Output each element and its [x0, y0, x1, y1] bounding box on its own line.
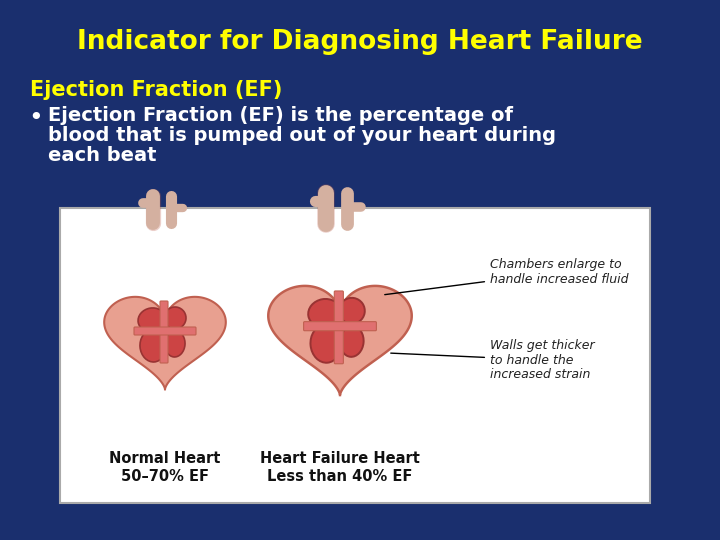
PathPatch shape — [269, 286, 412, 395]
Text: Heart Failure Heart: Heart Failure Heart — [260, 451, 420, 466]
Text: blood that is pumped out of your heart during: blood that is pumped out of your heart d… — [48, 126, 556, 145]
Ellipse shape — [308, 299, 341, 327]
FancyBboxPatch shape — [334, 291, 343, 364]
FancyBboxPatch shape — [134, 327, 196, 335]
PathPatch shape — [104, 297, 226, 389]
Ellipse shape — [310, 325, 341, 363]
FancyBboxPatch shape — [304, 322, 377, 330]
Ellipse shape — [339, 298, 365, 324]
Text: Walls get thicker
to handle the
increased strain: Walls get thicker to handle the increase… — [391, 339, 595, 381]
Text: Normal Heart: Normal Heart — [109, 451, 221, 466]
Text: Indicator for Diagnosing Heart Failure: Indicator for Diagnosing Heart Failure — [77, 29, 643, 55]
Text: each beat: each beat — [48, 146, 156, 165]
Ellipse shape — [138, 308, 166, 332]
Ellipse shape — [140, 330, 166, 362]
Ellipse shape — [340, 326, 364, 357]
Text: •: • — [28, 106, 42, 130]
FancyBboxPatch shape — [60, 208, 650, 503]
Text: 50–70% EF: 50–70% EF — [121, 469, 209, 484]
Ellipse shape — [164, 307, 186, 329]
Text: Ejection Fraction (EF) is the percentage of: Ejection Fraction (EF) is the percentage… — [48, 106, 513, 125]
Text: Less than 40% EF: Less than 40% EF — [267, 469, 413, 484]
Text: Chambers enlarge to
handle increased fluid: Chambers enlarge to handle increased flu… — [384, 258, 629, 295]
Ellipse shape — [165, 331, 185, 357]
Text: Ejection Fraction (EF): Ejection Fraction (EF) — [30, 80, 282, 100]
FancyBboxPatch shape — [160, 301, 168, 363]
